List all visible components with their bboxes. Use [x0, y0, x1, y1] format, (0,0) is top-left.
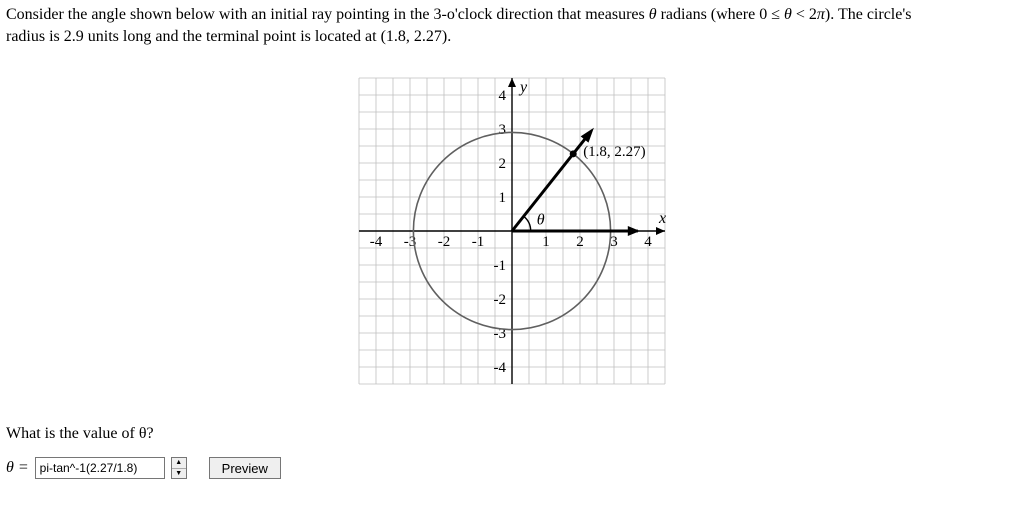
svg-text:1: 1	[542, 234, 550, 250]
svg-text:2: 2	[499, 156, 507, 172]
svg-text:4: 4	[499, 88, 507, 104]
svg-text:1: 1	[499, 190, 507, 206]
question-text: What is the value of θ?	[6, 425, 1018, 443]
problem-line2: radius is 2.9 units long and the termina…	[6, 28, 451, 45]
preview-button[interactable]: Preview	[209, 457, 281, 479]
problem-part4: ). The circle's	[825, 6, 912, 23]
svg-text:4: 4	[644, 234, 652, 250]
svg-text:-4: -4	[494, 360, 507, 376]
svg-text:y: y	[518, 79, 528, 96]
input-stepper[interactable]: ▲ ▼	[171, 457, 187, 479]
problem-part2: radians (where 0 ≤	[657, 6, 784, 23]
step-down-icon[interactable]: ▼	[172, 469, 186, 479]
problem-part3: < 2	[792, 6, 817, 23]
svg-text:3: 3	[610, 234, 618, 250]
svg-text:-4: -4	[370, 234, 383, 250]
angle-circle-graph: -4-4-3-3-2-2-1-111223344xyθ(1.8, 2.27)	[342, 61, 682, 401]
svg-text:-2: -2	[438, 234, 451, 250]
pi-symbol: π	[817, 6, 825, 23]
svg-text:-2: -2	[494, 292, 507, 308]
svg-text:θ: θ	[537, 212, 545, 229]
svg-text:3: 3	[499, 122, 507, 138]
svg-text:-1: -1	[494, 258, 507, 274]
svg-text:x: x	[658, 210, 666, 227]
theta-answer-input[interactable]	[35, 457, 165, 479]
theta-symbol-2: θ	[784, 6, 792, 23]
answer-lhs: θ =	[6, 459, 29, 477]
step-up-icon[interactable]: ▲	[172, 458, 186, 469]
theta-symbol: θ	[649, 6, 657, 23]
problem-part1: Consider the angle shown below with an i…	[6, 6, 649, 23]
svg-text:2: 2	[576, 234, 584, 250]
svg-text:(1.8, 2.27): (1.8, 2.27)	[583, 144, 646, 160]
svg-text:-1: -1	[472, 234, 485, 250]
problem-statement: Consider the angle shown below with an i…	[6, 4, 1018, 47]
answer-row: θ = ▲ ▼ Preview	[6, 457, 1018, 479]
